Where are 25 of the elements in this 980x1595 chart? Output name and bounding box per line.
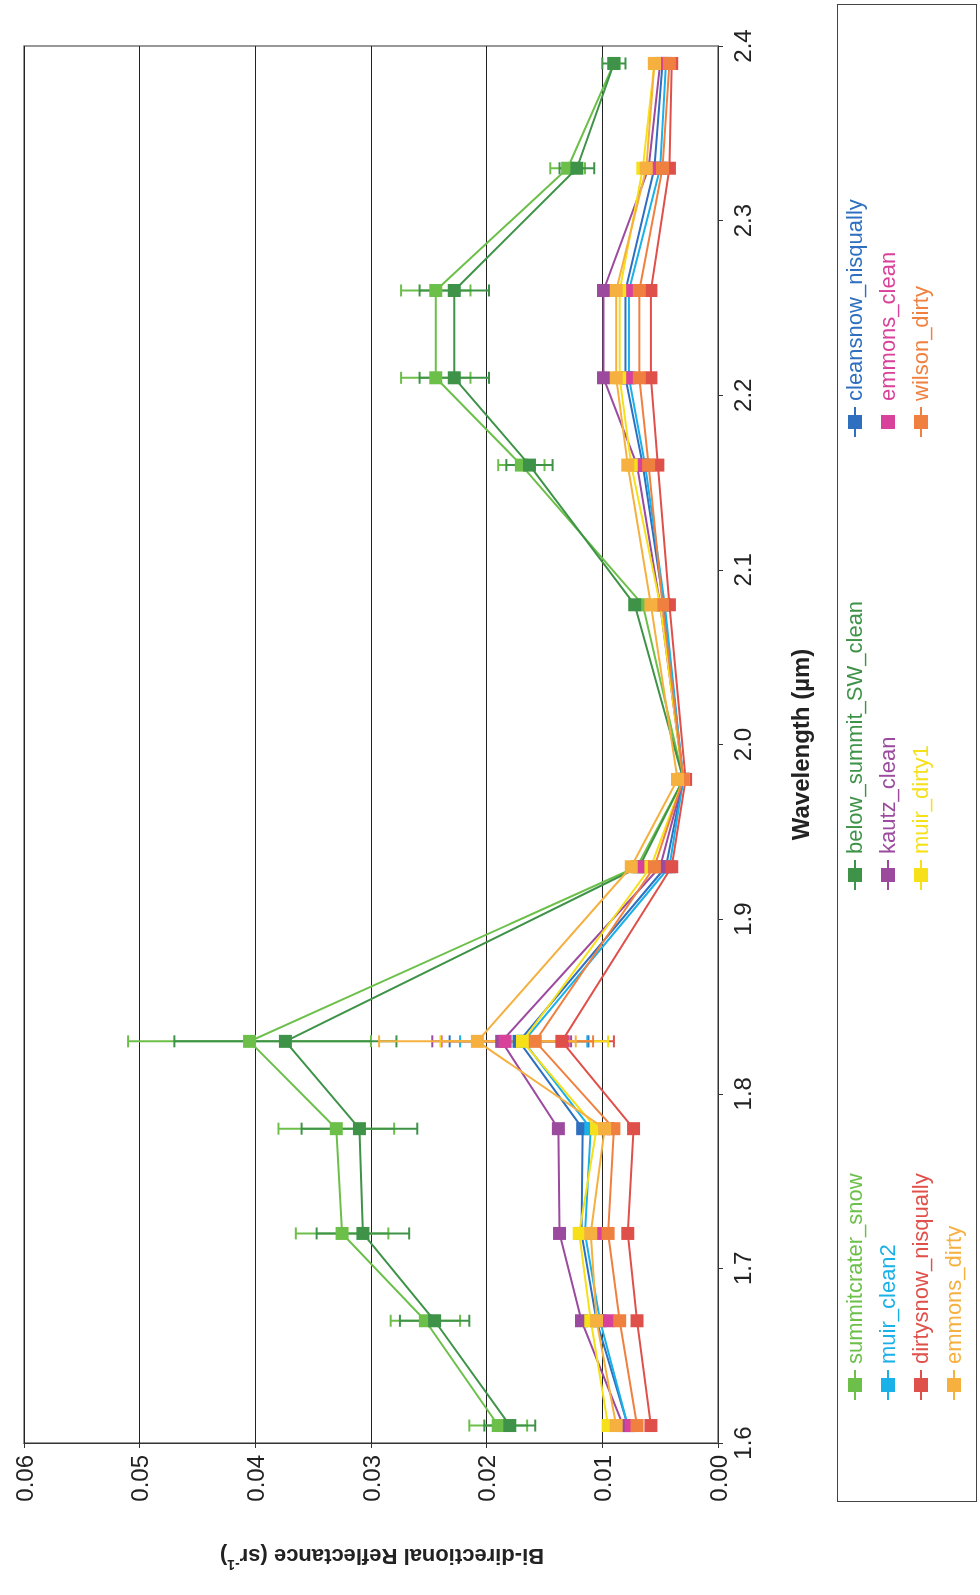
text: emmons_dirty [941, 1225, 967, 1364]
x-tick-label: 0.01 [588, 1455, 616, 1502]
y-tick-label: 1.7 [728, 1251, 756, 1286]
text: below_summit_SW_clean [842, 600, 868, 854]
x-tick-label: 0.06 [10, 1455, 38, 1502]
text: muir_dirty1 [908, 745, 934, 854]
text: kautz_clean [875, 736, 901, 854]
y-tick-label: 1.9 [728, 902, 756, 936]
y-tick-label: 2.0 [728, 727, 756, 762]
x-tick-label: 0.04 [241, 1455, 269, 1502]
text: cleansnow_nisqually [842, 199, 868, 401]
x-tick-label: 0.05 [126, 1455, 154, 1502]
x-tick-label: 0.02 [473, 1455, 501, 1502]
text: wilson_dirty [908, 286, 934, 401]
y-tick-label: 2.3 [728, 203, 756, 238]
text: emmons_clean [875, 251, 901, 401]
y-tick-label: 1.8 [728, 1077, 756, 1111]
y-tick-label: 2.2 [728, 378, 756, 412]
y-tick-label: 2.4 [728, 29, 756, 63]
x-tick-label: 0.03 [357, 1455, 385, 1502]
y-axis-title: Wavelength (µm) [786, 648, 814, 841]
text: dirtysnow_nisqually [908, 1173, 934, 1364]
text: summitcrater_snow [842, 1173, 868, 1364]
text: muir_clean2 [875, 1244, 901, 1364]
y-tick-label: 2.1 [728, 553, 756, 587]
